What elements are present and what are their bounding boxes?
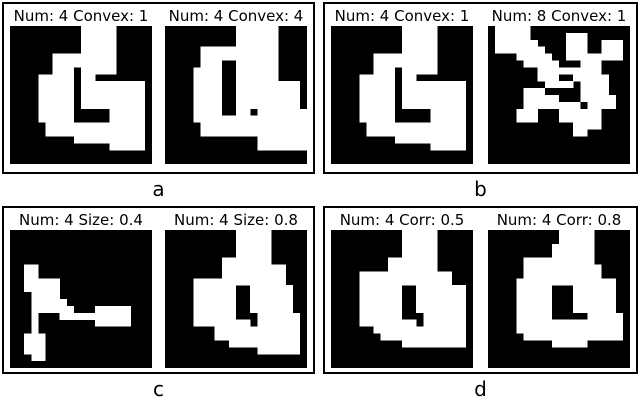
blob-image: [10, 26, 152, 164]
panel-b: Num: 4 Convex: 1 Num: 8 Convex: 1: [323, 2, 638, 174]
panel-label-d: d: [474, 377, 487, 401]
subplot-title: Num: 4 Corr: 0.8: [496, 211, 622, 229]
panel-label-b: b: [474, 177, 487, 201]
panel-label-c: c: [153, 377, 164, 401]
subplot-d1: Num: 4 Corr: 0.5: [331, 211, 473, 372]
subplot-title: Num: 4 Size: 0.8: [174, 211, 298, 229]
subplot-a2: Num: 4 Convex: 4: [165, 7, 307, 172]
blob-image: [165, 26, 307, 164]
blob-image: [10, 230, 152, 368]
panel-cell-c: Num: 4 Size: 0.4 Num: 4 Size: 0.8 c: [2, 206, 315, 401]
blob-image: [331, 26, 473, 164]
panel-label-a: a: [152, 177, 165, 201]
panel-cell-b: Num: 4 Convex: 1 Num: 8 Convex: 1 b: [323, 2, 638, 206]
subplot-title: Num: 8 Convex: 1: [491, 7, 627, 25]
panel-cell-a: Num: 4 Convex: 1 Num: 4 Convex: 4 a: [2, 2, 315, 206]
blob-image: [488, 26, 630, 164]
subplot-title: Num: 4 Convex: 1: [13, 7, 149, 25]
subplot-c1: Num: 4 Size: 0.4: [10, 211, 152, 372]
panel-a: Num: 4 Convex: 1 Num: 4 Convex: 4: [2, 2, 315, 174]
subplot-title: Num: 4 Corr: 0.5: [339, 211, 465, 229]
panel-d: Num: 4 Corr: 0.5 Num: 4 Corr: 0.8: [323, 206, 638, 374]
subplot-c2: Num: 4 Size: 0.8: [165, 211, 307, 372]
subplot-b1: Num: 4 Convex: 1: [331, 7, 473, 172]
subplot-d2: Num: 4 Corr: 0.8: [488, 211, 630, 372]
panel-cell-d: Num: 4 Corr: 0.5 Num: 4 Corr: 0.8 d: [323, 206, 638, 401]
blob-image: [165, 230, 307, 368]
subplot-title: Num: 4 Convex: 1: [334, 7, 470, 25]
subplot-a1: Num: 4 Convex: 1: [10, 7, 152, 172]
subplot-title: Num: 4 Convex: 4: [168, 7, 304, 25]
subplot-title: Num: 4 Size: 0.4: [19, 211, 143, 229]
blob-image: [488, 230, 630, 368]
panel-c: Num: 4 Size: 0.4 Num: 4 Size: 0.8: [2, 206, 315, 374]
subplot-b2: Num: 8 Convex: 1: [488, 7, 630, 172]
blob-image: [331, 230, 473, 368]
